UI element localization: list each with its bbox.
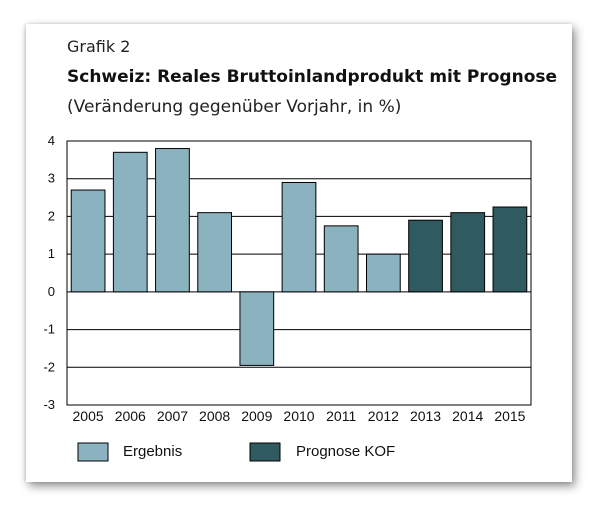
x-tick-label: 2013 [410, 408, 441, 424]
y-tick-label: 1 [48, 246, 55, 261]
x-tick-label: 2012 [368, 408, 399, 424]
x-tick-label: 2005 [73, 408, 104, 424]
legend-label-prognose: Prognose KOF [296, 443, 396, 460]
bar-2010 [281, 181, 317, 293]
bar-2015 [492, 206, 528, 293]
bar-2008 [197, 212, 233, 293]
x-tick-label: 2015 [494, 408, 525, 424]
bar-2012 [365, 253, 401, 293]
y-tick-label: -2 [43, 359, 55, 374]
x-tick-label: 2011 [326, 408, 356, 424]
x-tick-label: 2014 [452, 408, 483, 424]
plot-frame [66, 140, 532, 406]
x-tick-label: 2009 [241, 408, 272, 424]
x-tick-label: 2008 [199, 408, 230, 424]
chart-label: Grafik 2 [67, 37, 131, 56]
y-tick-label: 0 [48, 284, 55, 299]
bar-2009 [239, 291, 275, 366]
chart-subtitle: (Veränderung gegenüber Vorjahr, in %) [67, 97, 402, 117]
bar-2007 [155, 148, 190, 293]
x-tick-label: 2010 [283, 408, 314, 424]
y-tick-label: 4 [48, 133, 55, 148]
chart-title: Schweiz: Reales Bruttoinlandprodukt mit … [67, 67, 558, 87]
bar-2006 [112, 151, 148, 293]
legend-swatch-prognose [249, 442, 281, 462]
y-tick-label: -1 [43, 322, 55, 337]
y-tick-label: 3 [48, 171, 55, 186]
y-tick-label: -3 [43, 397, 55, 412]
x-tick-label: 2006 [115, 408, 146, 424]
bar-2013 [408, 219, 443, 293]
legend-swatch-ergebnis [77, 442, 109, 462]
y-tick-label: 2 [48, 208, 55, 223]
legend-label-ergebnis: Ergebnis [123, 443, 183, 460]
x-tick-label: 2007 [157, 408, 188, 424]
bar-2014 [450, 212, 486, 293]
bar-2005 [70, 189, 106, 293]
bar-2011 [323, 225, 359, 293]
